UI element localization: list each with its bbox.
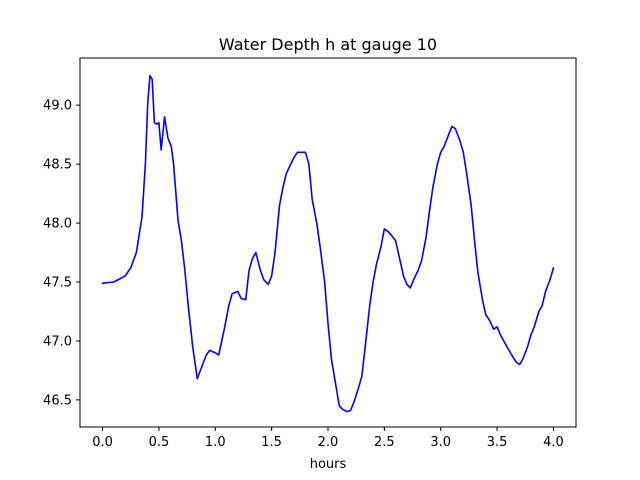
y-tick-label: 48.0	[43, 217, 72, 232]
x-tick-label: 0.5	[149, 435, 170, 450]
x-tick-label: 0.0	[92, 435, 113, 450]
x-tick-label: 3.5	[487, 435, 508, 450]
x-axis: 0.0 0.5 1.0 1.5 2.0 2.5 3.0 3.5 4.0	[92, 427, 564, 450]
x-tick-label: 2.5	[374, 435, 395, 450]
y-tick-label: 49.0	[43, 99, 72, 114]
series-line-0	[101, 74, 555, 413]
x-axis-label: hours	[310, 457, 347, 472]
x-tick-label: 4.0	[543, 435, 564, 450]
x-tick-label: 2.0	[318, 435, 339, 450]
y-tick-label: 47.5	[43, 275, 72, 290]
y-tick-label: 47.0	[43, 334, 72, 349]
x-tick-label: 1.5	[261, 435, 282, 450]
x-tick-label: 3.0	[430, 435, 451, 450]
y-tick-label: 48.5	[43, 158, 72, 173]
x-tick-label: 1.0	[205, 435, 226, 450]
y-tick-label: 46.5	[43, 393, 72, 408]
chart-title: Water Depth h at gauge 10	[219, 35, 437, 54]
y-axis: 46.5 47.0 47.5 48.0 48.5 49.0	[43, 99, 80, 408]
data-layer	[101, 74, 555, 413]
